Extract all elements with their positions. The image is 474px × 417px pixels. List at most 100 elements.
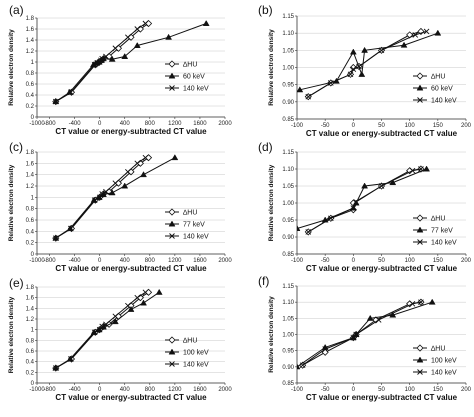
- y-tick-label: 1.00: [282, 333, 294, 339]
- legend-label: 77 keV: [183, 222, 205, 229]
- series-triangle-point: [155, 288, 163, 295]
- x-tick-label: 2000: [218, 258, 232, 264]
- y-tick-label: 0.95: [282, 83, 294, 89]
- series-triangle-point: [108, 189, 116, 196]
- series-x-point: [96, 326, 103, 333]
- legend-label: 100 keV: [183, 350, 209, 357]
- series-x-point: [418, 166, 424, 172]
- series-triangle-point: [366, 314, 374, 321]
- y-tick-label: 1.2: [26, 184, 35, 190]
- legend-marker: [416, 72, 424, 80]
- y-tick-label: 0.6: [26, 82, 35, 88]
- y-axis-label: Relative electron density: [8, 296, 15, 373]
- series-triangle-point: [171, 154, 179, 161]
- legend-label: ∆HU: [431, 74, 445, 81]
- panel-label: (a): [9, 3, 24, 17]
- series-x-point: [112, 180, 119, 186]
- y-tick-label: 1.15: [282, 284, 294, 290]
- series-x-point: [378, 47, 385, 54]
- series-triangle-point: [165, 33, 173, 40]
- panel-label: (b): [258, 3, 273, 17]
- x-tick-label: -1000: [29, 387, 45, 393]
- y-tick-label: 0.2: [26, 241, 35, 247]
- series-x-point: [423, 28, 430, 35]
- y-tick-label: 1.10: [282, 300, 294, 306]
- x-axis-label: CT value or energy-subtracted CT value: [306, 393, 458, 402]
- series-x-point: [305, 93, 312, 100]
- x-tick-label: -100: [291, 387, 304, 393]
- x-tick-label: -1000: [29, 121, 45, 127]
- y-tick-label: 1.10: [282, 31, 294, 37]
- y-axis-label: Relative electron density: [8, 164, 15, 241]
- y-tick-label: 0: [31, 115, 35, 121]
- panel-a: (a) 0 0.2 0.4 0.6 0.8 1 1.2 1.4 1.6 1.8 -1000-800 -4…: [8, 3, 232, 136]
- y-axis-label: Relative electron density: [268, 29, 275, 106]
- series-triangle-point: [349, 48, 357, 55]
- x-tick-label: -50: [321, 123, 330, 129]
- x-tick-label: 1200: [168, 387, 182, 393]
- x-tick-label: 200: [461, 258, 472, 264]
- legend-label: 140 keV: [431, 370, 457, 377]
- legend-marker: [169, 85, 175, 91]
- series-triangle-point: [358, 70, 366, 77]
- series-x-point: [96, 194, 103, 201]
- x-tick-label: 400: [120, 121, 131, 127]
- x-tick-label: 0: [98, 258, 102, 264]
- series-diamond-point: [144, 288, 153, 296]
- series-triangle-point: [297, 86, 304, 93]
- y-tick-label: 1.8: [26, 16, 35, 22]
- x-tick-label: 0: [352, 123, 356, 129]
- y-axis-label: Relative electron density: [268, 296, 275, 373]
- x-tick-label: 1600: [193, 121, 207, 127]
- legend-marker: [417, 97, 423, 103]
- y-tick-label: 0.95: [282, 349, 294, 355]
- legend-marker: [169, 361, 175, 367]
- y-tick-label: 0.8: [26, 207, 35, 213]
- legend-label: 60 keV: [183, 74, 205, 81]
- legend-marker: [168, 208, 176, 216]
- x-tick-label: -1000: [29, 258, 45, 264]
- plot-area: [52, 288, 163, 372]
- panel-label: (f): [258, 274, 269, 288]
- series-diamond-point: [144, 154, 153, 162]
- y-tick-label: 0.2: [26, 370, 35, 376]
- legend-label: ∆HU: [431, 346, 445, 353]
- legend-label: 140 keV: [431, 240, 457, 247]
- x-tick-label: 50: [378, 387, 385, 393]
- x-tick-label: 800: [145, 258, 156, 264]
- x-tick-label: -400: [69, 121, 82, 127]
- x-tick-label: 100: [405, 258, 416, 264]
- series-x-point: [91, 61, 98, 68]
- x-tick-label: 1200: [168, 121, 182, 127]
- x-tick-label: 400: [120, 258, 131, 264]
- x-tick-label: 0: [98, 121, 102, 127]
- series-x-point: [134, 26, 141, 32]
- x-tick-label: 100: [405, 123, 416, 129]
- panel-f: (f) 0.85 0.90 0.95 1.00 1.05 1.10 1.15 -100 -50 0 5…: [258, 274, 472, 402]
- panel-label: (e): [9, 276, 24, 290]
- series-triangle-point: [400, 41, 408, 48]
- series-x-point: [125, 302, 131, 309]
- x-axis-label: CT value or energy-subtracted CT value: [55, 264, 207, 273]
- series-triangle-point: [389, 179, 397, 186]
- series-triangle-point: [428, 298, 436, 305]
- legend-label: 140 keV: [431, 98, 457, 105]
- series-x-point: [125, 34, 131, 41]
- series-x-point: [134, 160, 141, 167]
- series-x-point: [68, 89, 74, 96]
- y-tick-label: 0.90: [282, 100, 294, 106]
- legend-label: 140 keV: [183, 362, 209, 369]
- x-tick-label: 50: [378, 123, 385, 129]
- series-x-point: [99, 55, 105, 62]
- series-x-point: [112, 45, 119, 52]
- x-tick-label: -400: [69, 258, 82, 264]
- y-axis-label: Relative electron density: [8, 29, 15, 106]
- x-tick-label: -100: [291, 258, 304, 264]
- series-x-point: [142, 289, 149, 296]
- y-tick-label: 0.6: [26, 218, 35, 224]
- y-tick-label: 0.90: [282, 365, 294, 371]
- y-tick-label: 1: [31, 60, 35, 66]
- plot-area: [297, 298, 436, 370]
- series-x-point: [412, 32, 419, 38]
